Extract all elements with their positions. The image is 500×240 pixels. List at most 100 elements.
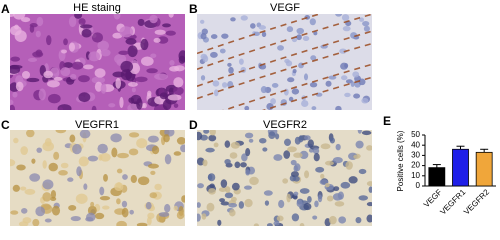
cell [345,161,353,170]
cell [203,130,210,134]
cell [263,190,273,196]
cell [180,144,185,153]
cell [340,181,351,189]
cell [165,30,176,36]
cell [326,195,334,202]
cell [78,75,90,83]
cell [259,137,267,144]
cell [164,203,171,213]
cell [146,68,158,74]
cell [229,152,238,159]
cell [164,154,172,165]
cell [118,50,129,56]
cell [10,25,22,36]
cell [244,132,254,139]
cell [74,14,83,19]
cell [125,38,137,45]
stain [197,14,372,70]
cell [20,186,27,191]
cell [337,191,344,200]
cell [60,67,71,77]
cell [273,221,280,226]
cell [312,147,320,155]
cell [341,14,350,21]
cell [115,77,122,89]
cell [181,195,185,203]
cell [307,139,314,148]
cell [238,58,244,65]
cell [75,193,88,204]
cell [94,212,105,220]
cell [173,77,184,88]
cell [83,64,94,70]
stain [197,42,372,100]
cell [296,199,303,208]
cell [21,207,28,214]
cell [352,71,360,78]
cell [157,36,169,44]
cell [361,130,372,136]
cell [225,186,231,193]
cell [230,17,236,22]
cell [97,143,108,154]
cell [29,23,38,28]
y-tick-label: 30 [411,151,420,160]
cell [70,215,81,222]
cell [368,186,372,193]
cell [10,64,23,69]
cell [288,96,294,102]
micrograph [10,130,185,226]
cell [249,176,259,186]
cell [61,49,67,54]
cell [212,80,220,87]
cell [228,202,238,208]
cell [69,134,76,143]
cell [134,76,148,83]
cell [108,103,116,108]
cell [296,27,305,35]
cell [116,220,127,226]
cell [348,176,358,184]
cell [245,148,251,157]
cell [72,143,82,155]
cell [276,215,284,222]
cell [80,24,93,29]
cell [213,142,219,148]
cell [121,200,128,208]
cell [149,14,158,24]
stain [222,63,372,110]
cell [42,160,47,169]
cell [136,98,143,110]
x-tick-label: VEGFR2 [462,187,491,216]
cell [200,19,205,24]
cell [200,33,207,40]
figure: A HE staing B VEGF C VEGFR1 D VEGFR2 E P… [1,2,496,226]
cell [224,192,234,199]
cell [99,153,111,162]
cell [357,130,362,134]
cell [27,57,38,62]
cell [173,151,182,156]
cell [50,189,57,199]
cell [197,202,201,208]
cell [47,93,61,104]
cell [153,37,161,43]
cell [151,145,160,155]
cell [366,145,372,151]
cell [310,55,317,61]
cell [38,88,46,101]
cell [299,188,310,194]
cell [43,70,54,79]
cell [149,192,158,199]
cell [287,146,297,153]
cell [142,102,147,109]
cell [58,107,64,110]
panel-title: HE staing [73,2,121,14]
cell [21,17,31,23]
cell [169,59,175,66]
cell [292,68,297,74]
cell [63,38,68,46]
cell [167,94,182,101]
cell [293,191,299,196]
cell [60,162,69,169]
